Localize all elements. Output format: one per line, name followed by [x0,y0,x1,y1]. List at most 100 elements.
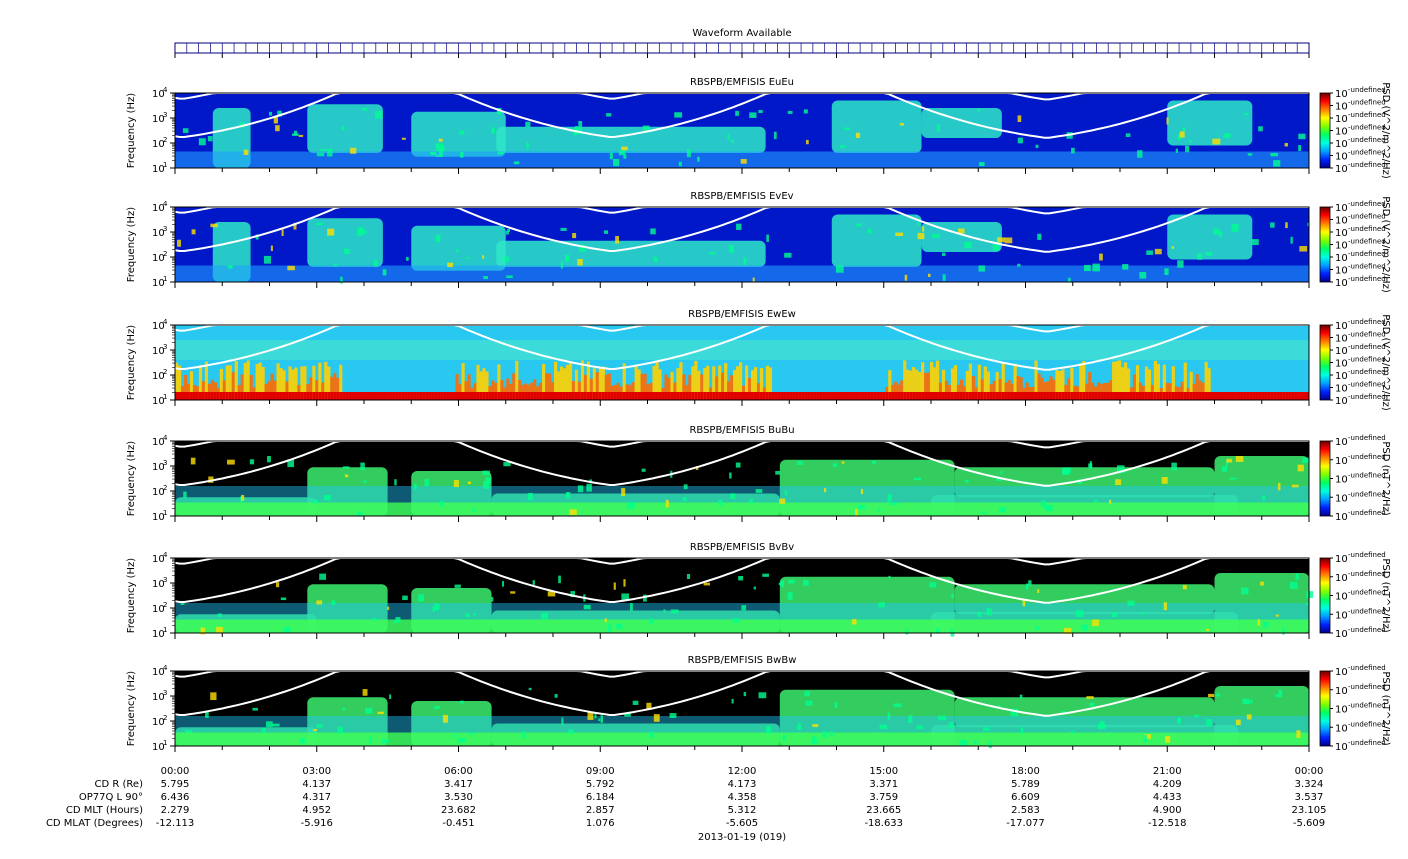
ephemeris-value: 4.209 [1153,779,1182,790]
emission-speckle [503,462,511,467]
emission-speckle [997,237,1006,243]
y-tick-exponent: 4 [163,664,168,672]
emission-speckle [621,146,628,151]
ew-band-base [1073,392,1077,400]
ew-band-base [897,392,901,400]
ew-band-base [354,392,358,400]
colorbar-tick-exponent: -undefined [1348,111,1386,119]
ew-band-base [715,392,719,400]
emission-speckle [1083,264,1091,272]
colorbar-label: PSD (nT^2/Hz) [1380,558,1391,632]
ew-band-base [300,392,304,400]
ew-band-column [222,380,226,400]
emission-speckle [1270,222,1275,228]
ew-band-base [843,392,847,400]
emission-speckle [752,277,755,283]
ew-band-column [1052,379,1056,400]
ew-band-base [1264,392,1268,400]
emission-speckle [547,591,556,597]
y-tick-label: 10 [152,114,165,125]
emission-speckle [528,687,532,691]
ephemeris-value: 5.789 [1011,779,1040,790]
emission-speckle [200,627,206,635]
ew-band-base [261,392,265,400]
emission-speckle [271,723,280,727]
ew-band-base [712,392,716,400]
ew-band-base [365,392,370,400]
colorbar-tick-label: 10 [1335,241,1348,252]
emission-speckle [796,725,802,731]
ew-band-base [1189,392,1193,400]
ew-band-base [697,392,701,400]
ew-band-base [810,392,814,400]
y-tick-label: 10 [152,462,165,473]
ew-band-base [876,392,880,400]
ew-band-base [1243,392,1247,400]
y-tick-exponent: 4 [163,200,168,208]
emission-speckle [1185,145,1190,153]
colorbar-tick-label: 10 [1335,384,1348,395]
ew-band-base [1118,392,1122,400]
ew-band-base [458,392,462,400]
panel-title: RBSPB/EMFISIS EvEv [690,191,793,202]
ew-band-base [1109,392,1113,400]
emission-speckle [803,579,809,586]
emission-speckle [183,491,187,499]
emission-speckle [319,573,327,580]
emission-speckle [577,485,584,493]
ew-band-base [634,392,638,400]
emission-speckle [1284,143,1289,147]
ew-band-base [1123,392,1128,400]
emission-speckle [430,151,437,156]
ew-band-base [512,392,516,400]
emission-speckle [506,230,509,235]
spectrogram-panels: RBSPB/EMFISIS EuEu101102103104Frequency … [126,77,1391,753]
emission-speckle [424,478,430,487]
ew-band-base [1300,392,1304,400]
emission-speckle [840,145,845,148]
ew-band-base [545,392,549,400]
ew-band-base [924,392,928,400]
ew-band-column [658,369,662,400]
ew-band-base [944,392,949,400]
ephemeris-value: 6.436 [161,792,190,803]
ew-band-base [792,392,796,400]
ew-band-base [339,392,343,400]
ew-band-base [992,392,996,400]
ew-band-column [992,380,996,400]
ew-band-base [676,392,680,400]
ew-band-base [721,392,725,400]
emission-speckle [190,457,196,465]
emission-speckle [624,713,631,717]
emission-speckle [981,511,987,514]
ew-band-base [822,392,826,400]
ew-band-column [756,383,761,400]
ew-band-base [1094,392,1098,400]
ew-band-column [542,364,546,400]
ew-band-base [1049,392,1053,400]
emission-speckle [363,230,367,235]
emission-speckle [1273,160,1281,167]
emission-speckle [341,126,345,131]
ew-band-column [467,374,471,400]
low-freq-band [175,732,1309,746]
ew-band-base [673,392,677,400]
ew-band-base [410,392,414,400]
y-tick-label: 10 [152,579,165,590]
emission-speckle [261,727,266,734]
colorbar-tick-exponent: -undefined [1348,275,1386,283]
ew-band-base [1306,392,1310,400]
ew-band-base [1150,392,1155,400]
y-tick-label: 10 [152,629,165,640]
ew-band-column [321,382,325,400]
ew-band-column [333,372,337,400]
ew-band-base [1103,392,1107,400]
emission-speckle [879,724,888,729]
emission-speckle [558,575,561,584]
emission-speckle [649,618,654,624]
ew-band-column [697,370,701,400]
emission-speckle [1141,612,1145,615]
emission-speckle [1206,628,1210,631]
ew-band-base [565,392,570,400]
ew-band-column [980,379,984,400]
